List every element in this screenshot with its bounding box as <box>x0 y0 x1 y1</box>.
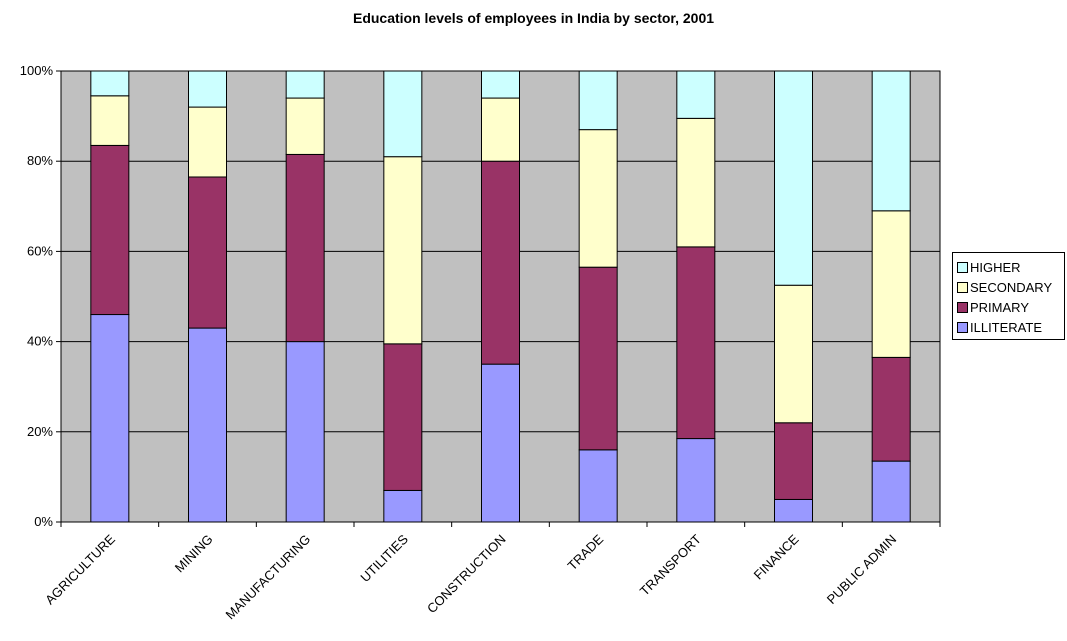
bar-secondary-construction <box>481 97 520 162</box>
y-tick-label: 100% <box>20 63 54 78</box>
bar-higher-trade <box>578 70 618 131</box>
bar-higher-finance <box>774 70 813 286</box>
bar-secondary-finance <box>774 284 813 424</box>
bar-illiterate-trade <box>578 449 618 523</box>
bar-higher-utilities <box>383 70 423 158</box>
x-tick-label: MINING <box>172 532 216 576</box>
y-tick-labels: 0% 20% 40% 60% 80% 100% <box>20 63 54 529</box>
legend: HIGHER SECONDARY PRIMARY ILLITERATE <box>952 252 1065 340</box>
legend-label: ILLITERATE <box>970 319 1043 335</box>
x-tick-label: PUBLIC ADMIN <box>824 532 899 607</box>
bar-secondary-trade <box>578 129 618 268</box>
legend-item-higher: HIGHER <box>957 257 1064 277</box>
bar-secondary-manufacturing <box>285 97 325 155</box>
legend-item-secondary: SECONDARY <box>957 277 1064 297</box>
x-tick-label: TRADE <box>565 531 607 573</box>
legend-swatch <box>957 321 968 333</box>
bar-higher-mining <box>188 70 227 108</box>
bar-secondary-mining <box>188 106 227 178</box>
legend-swatch <box>957 261 968 273</box>
bar-illiterate-manufacturing <box>285 341 325 523</box>
bar-illiterate-agriculture <box>90 314 130 523</box>
bar-higher-public-admin <box>871 70 911 212</box>
legend-item-illiterate: ILLITERATE <box>957 317 1064 337</box>
x-tick-label: CONSTRUCTION <box>424 532 509 617</box>
bar-higher-agriculture <box>90 70 130 97</box>
y-tick-label: 80% <box>27 153 53 168</box>
legend-label: HIGHER <box>970 259 1021 275</box>
bar-illiterate-mining <box>188 327 227 523</box>
y-tick-label: 20% <box>27 424 53 439</box>
y-tick-label: 40% <box>27 334 53 349</box>
x-tick-label: AGRICULTURE <box>42 531 118 607</box>
bars <box>90 70 911 523</box>
x-tick-label: TRANSPORT <box>637 531 704 598</box>
legend-swatch <box>957 281 968 293</box>
bar-secondary-public-admin <box>871 210 911 358</box>
x-tick-label: UTILITIES <box>357 531 411 585</box>
bar-illiterate-finance <box>774 498 813 523</box>
axes <box>56 70 941 527</box>
chart-title: Education levels of employees in India b… <box>352 10 715 26</box>
bar-primary-trade <box>578 266 618 451</box>
x-tick-label: MANUFACTURING <box>223 532 314 623</box>
bar-higher-construction <box>481 70 520 99</box>
bar-primary-mining <box>188 176 227 329</box>
bar-primary-public-admin <box>871 356 911 462</box>
legend-label: SECONDARY <box>970 279 1053 295</box>
bar-primary-construction <box>481 160 520 365</box>
bar-higher-manufacturing <box>285 70 325 99</box>
bar-secondary-transport <box>676 117 716 248</box>
bar-illiterate-transport <box>676 438 716 523</box>
legend-label: PRIMARY <box>970 299 1029 315</box>
bar-secondary-agriculture <box>90 95 130 146</box>
bar-illiterate-public-admin <box>871 460 911 523</box>
y-tick-label: 0% <box>34 514 53 529</box>
y-tick-label: 60% <box>27 243 53 258</box>
bar-primary-agriculture <box>90 144 130 316</box>
bar-primary-transport <box>676 246 716 440</box>
bar-secondary-utilities <box>383 156 423 345</box>
bar-primary-finance <box>774 422 813 500</box>
bar-illiterate-construction <box>481 363 520 523</box>
legend-swatch <box>957 301 968 313</box>
bar-primary-manufacturing <box>285 153 325 343</box>
legend-item-primary: PRIMARY <box>957 297 1064 317</box>
bar-illiterate-utilities <box>383 489 423 523</box>
x-tick-label: FINANCE <box>751 531 802 582</box>
bar-primary-utilities <box>383 343 423 491</box>
bar-higher-transport <box>676 70 716 119</box>
x-tick-labels: AGRICULTURE MINING MANUFACTURING UTILITIES C… <box>42 531 899 622</box>
